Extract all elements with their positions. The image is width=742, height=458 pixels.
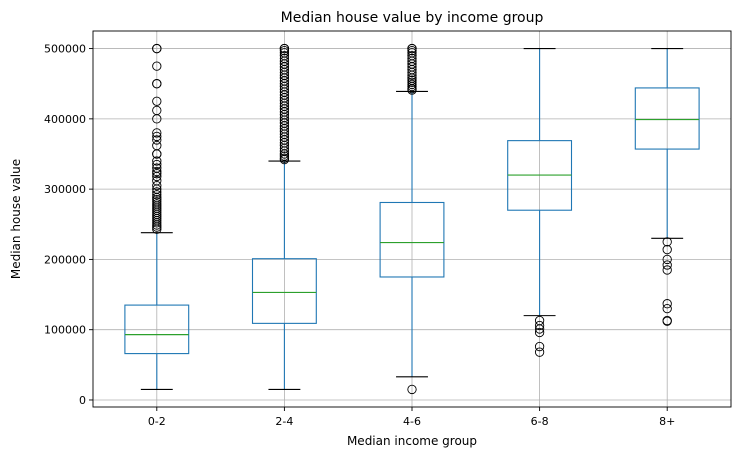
chart-title: Median house value by income group xyxy=(281,10,544,26)
outlier-point xyxy=(279,46,290,56)
box-group-8+ xyxy=(634,48,700,326)
outlier-point xyxy=(152,131,162,142)
outlier-point xyxy=(662,244,672,255)
outlier-point xyxy=(534,341,545,352)
box-group-6-8 xyxy=(507,48,573,357)
outlier-point xyxy=(534,320,545,331)
outlier-point xyxy=(534,324,545,334)
outlier-point xyxy=(662,299,672,309)
y-tick-label: 400000 xyxy=(44,113,86,126)
outlier-point xyxy=(407,43,417,54)
outlier-point xyxy=(279,143,290,154)
box-iqr xyxy=(251,258,317,324)
outlier-point xyxy=(407,77,417,87)
y-axis-label: Median house value xyxy=(9,159,23,279)
box-iqr xyxy=(124,304,190,355)
outlier-point xyxy=(152,61,162,71)
outlier-point xyxy=(152,218,162,228)
boxes-layer xyxy=(124,43,700,395)
outlier-point xyxy=(152,222,162,232)
box-iqr xyxy=(379,201,445,278)
outlier-point xyxy=(662,265,672,275)
outlier-point xyxy=(152,128,162,138)
outlier-point xyxy=(407,85,417,95)
x-tick-label: 4-6 xyxy=(403,415,421,428)
outlier-point xyxy=(662,260,672,270)
y-tick-label: 100000 xyxy=(44,324,86,337)
x-axis-label: Median income group xyxy=(347,434,477,448)
outlier-point xyxy=(279,154,290,165)
outlier-point xyxy=(407,79,417,90)
axes: 0 100000 200000 300000 400000 500000 0-2 2-4 4-6… xyxy=(44,43,675,428)
outlier-point xyxy=(152,96,162,106)
outlier-point xyxy=(152,135,162,145)
outlier-point xyxy=(407,46,417,56)
outlier-point xyxy=(152,224,162,234)
x-tick-label: 2-4 xyxy=(275,415,293,428)
outlier-point xyxy=(407,67,417,78)
outlier-point xyxy=(279,151,290,161)
outlier-point xyxy=(152,79,162,89)
outlier-point xyxy=(152,159,162,170)
box-group-2-4 xyxy=(251,43,317,390)
outlier-point xyxy=(279,149,290,159)
outlier-point xyxy=(279,43,290,54)
x-tick-label: 8+ xyxy=(659,415,675,428)
outlier-point xyxy=(407,384,417,395)
y-tick-label: 0 xyxy=(79,394,86,407)
x-tick-label: 6-8 xyxy=(531,415,549,428)
outlier-point xyxy=(152,187,162,197)
box-group-4-6 xyxy=(379,43,445,395)
outlier-point xyxy=(407,81,417,92)
outlier-point xyxy=(152,220,162,230)
outlier-point xyxy=(152,149,162,159)
outlier-point xyxy=(152,114,162,124)
y-tick-label: 300000 xyxy=(44,183,86,196)
outlier-point xyxy=(662,237,672,247)
box-group-0-2 xyxy=(124,43,190,390)
outlier-point xyxy=(152,180,162,191)
outlier-point xyxy=(662,316,672,326)
outlier-point xyxy=(407,70,417,80)
outlier-point xyxy=(152,156,162,166)
outlier-point xyxy=(534,327,545,338)
y-tick-label: 200000 xyxy=(44,253,86,266)
outlier-point xyxy=(152,171,162,182)
outlier-point xyxy=(152,169,162,179)
outlier-point xyxy=(152,166,162,177)
outlier-point xyxy=(662,303,672,314)
box-iqr xyxy=(634,87,700,150)
outlier-point xyxy=(534,347,545,357)
x-tick-label: 0-2 xyxy=(148,415,166,428)
y-tick-label: 500000 xyxy=(44,43,86,56)
outlier-point xyxy=(152,190,162,200)
outlier-point xyxy=(152,43,162,54)
outlier-point xyxy=(662,254,672,265)
